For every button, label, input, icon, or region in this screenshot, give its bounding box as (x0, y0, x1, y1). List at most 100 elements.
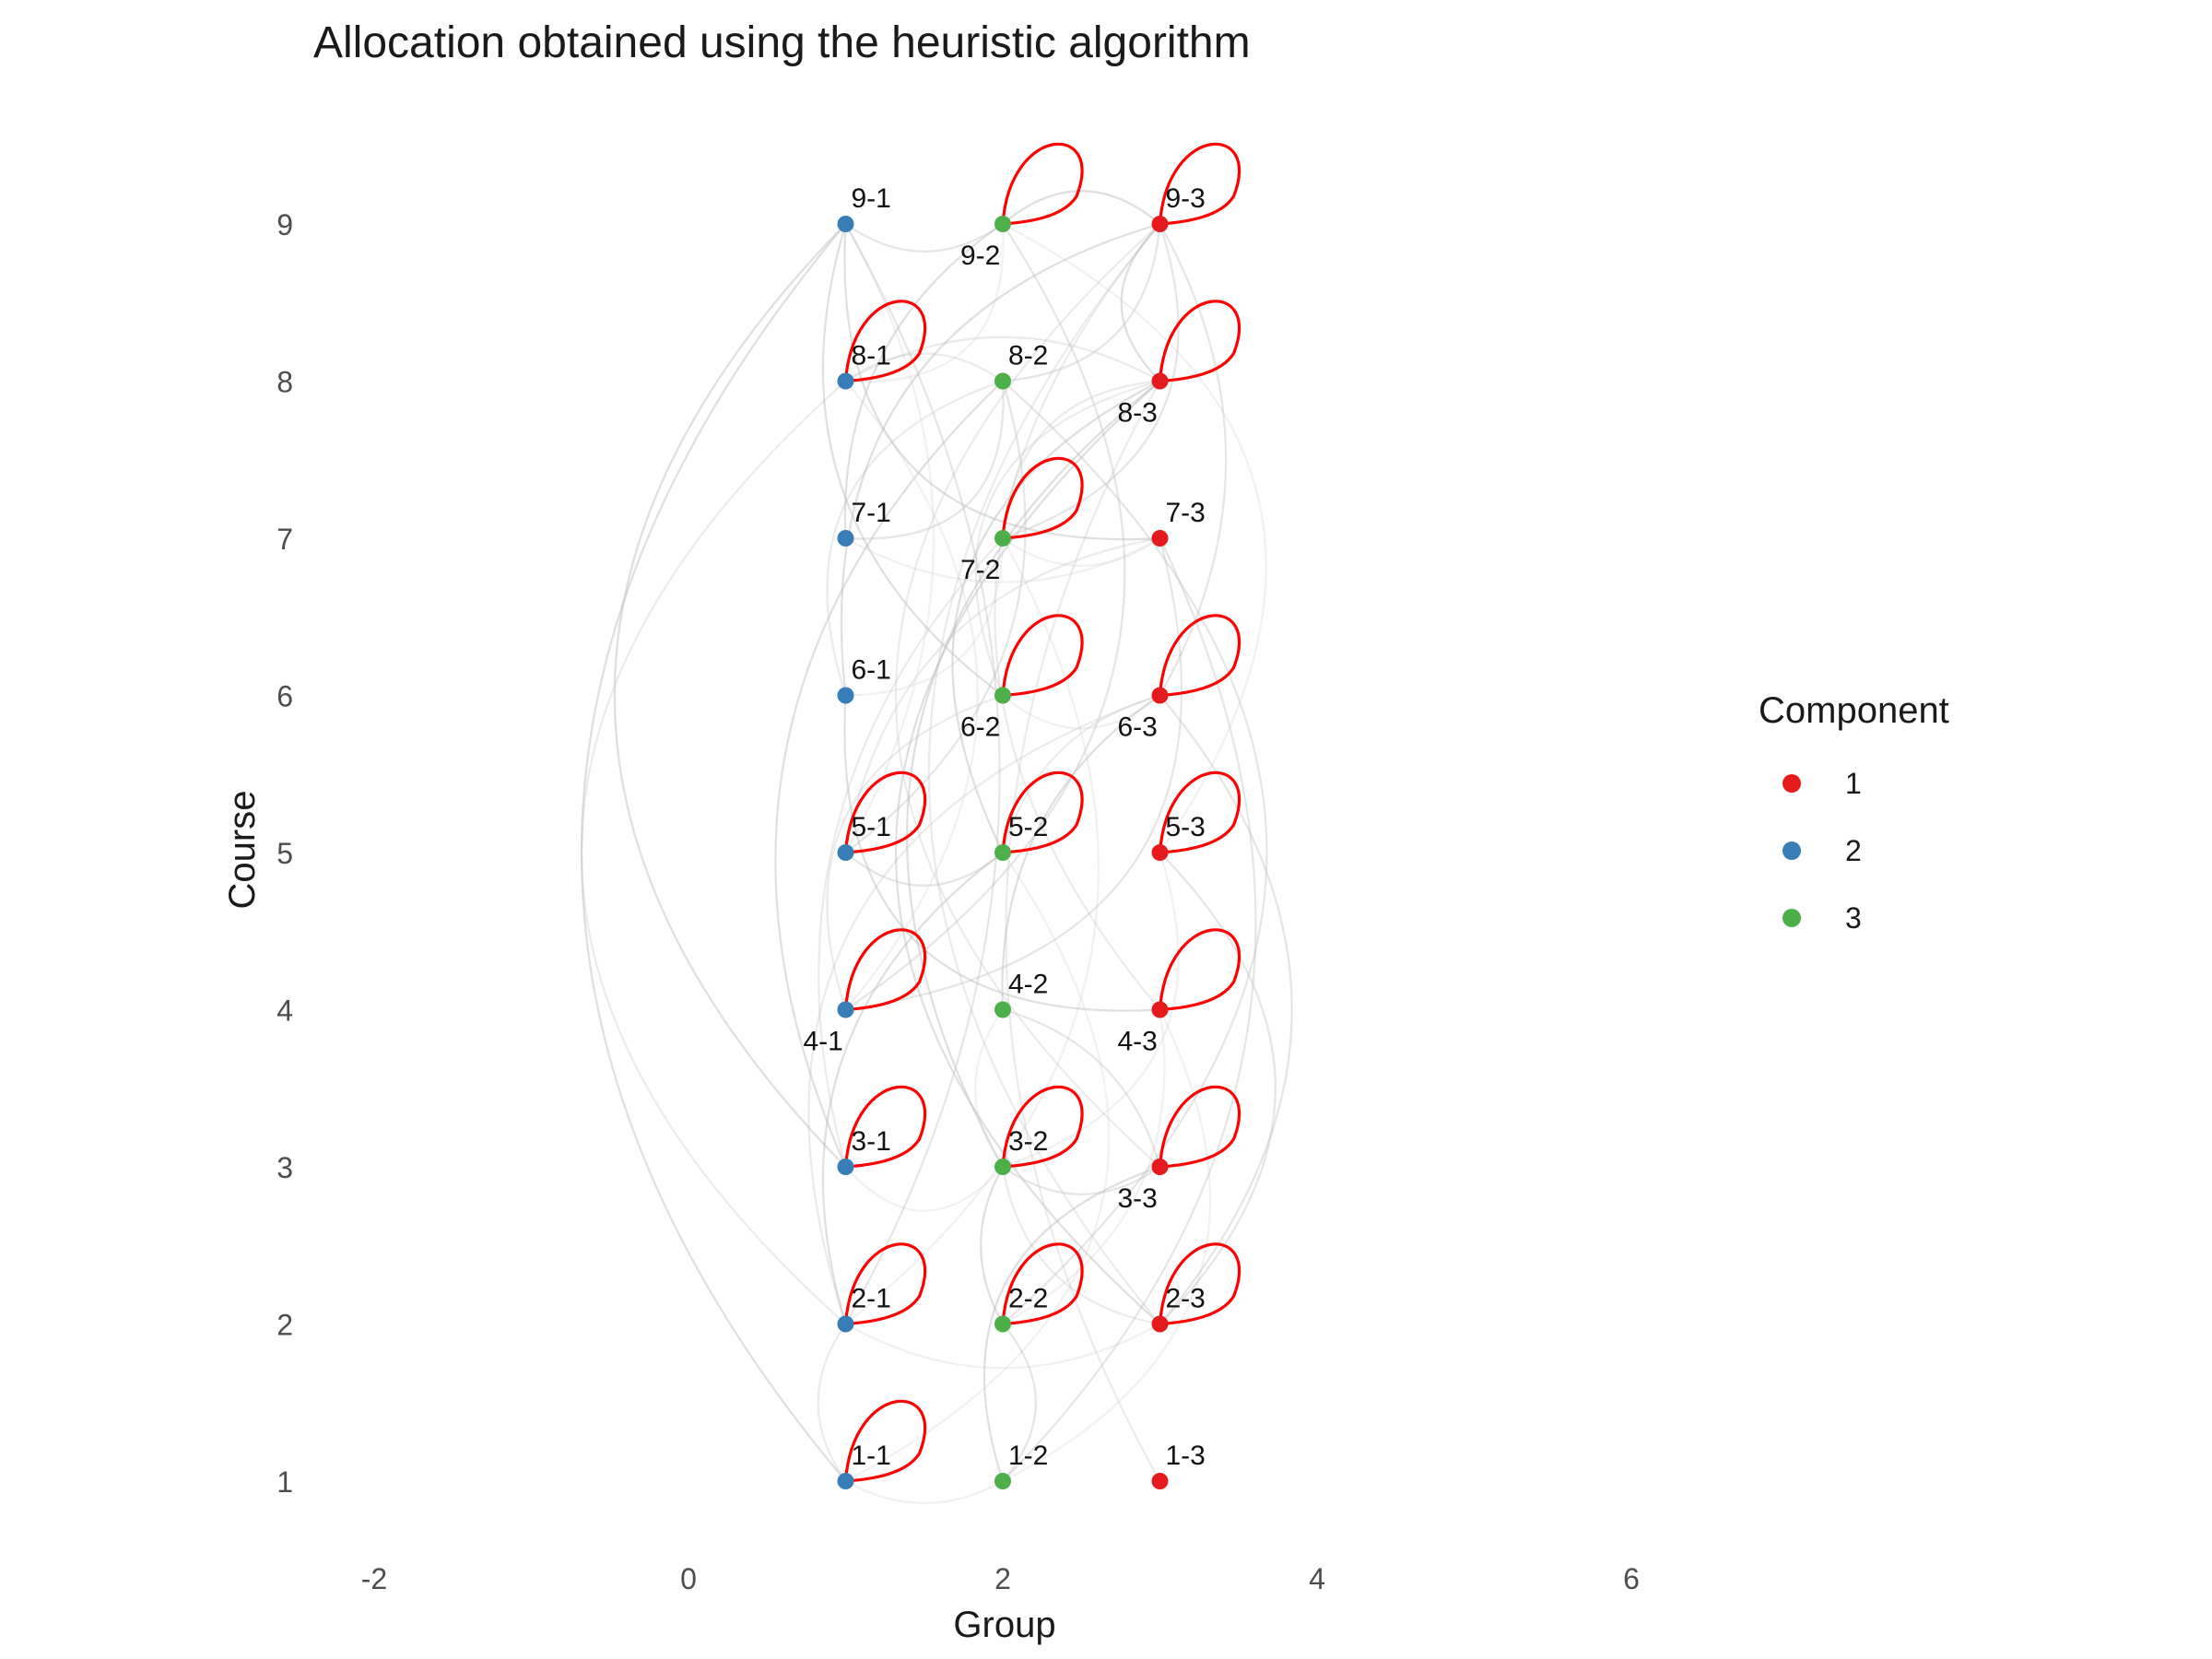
edge (974, 380, 1160, 696)
edge (845, 537, 1183, 1011)
self-loop (1158, 1242, 1241, 1326)
edge (1002, 1008, 1161, 1168)
x-tick-label: 4 (1309, 1562, 1325, 1595)
node-point (994, 687, 1011, 704)
self-loop (1158, 142, 1241, 226)
node-label: 1-1 (852, 1441, 891, 1471)
node-point (1151, 1473, 1169, 1489)
edge (844, 1166, 1004, 1212)
node-label: 3-1 (852, 1126, 891, 1157)
node-label: 6-1 (852, 655, 891, 686)
chart-title: Allocation obtained using the heuristic … (313, 18, 1251, 67)
y-tick-label: 1 (276, 1465, 293, 1499)
edge (1002, 537, 1161, 567)
node-point (994, 844, 1011, 861)
node-label: 2-3 (1166, 1284, 1206, 1314)
self-loop (1001, 142, 1084, 226)
edge (982, 1165, 1160, 1482)
node-point (837, 216, 854, 232)
edge (844, 1323, 1161, 1370)
y-axis-ticks: 1 2 3 4 5 6 7 8 9 (276, 208, 293, 1499)
edge (1002, 1166, 1161, 1195)
node-point (994, 1315, 1011, 1333)
edge (844, 352, 1004, 382)
edge (844, 1480, 1004, 1504)
edge (845, 381, 1005, 540)
y-axis-title: Course (222, 791, 263, 910)
edge (613, 223, 847, 1168)
node-point (1151, 844, 1169, 861)
node-point (994, 372, 1011, 390)
edge (1001, 1166, 1160, 1325)
edge (1005, 380, 1161, 1482)
self-loop (1001, 614, 1084, 698)
edge (1002, 223, 1161, 382)
node-label: 7-1 (852, 498, 891, 528)
node-label: 1-2 (1008, 1441, 1048, 1471)
self-loop (1158, 771, 1241, 854)
self-loops-layer (843, 142, 1241, 1483)
edge (817, 1323, 847, 1482)
node-point (1151, 1001, 1169, 1018)
x-axis-ticks: -2 0 2 4 6 (361, 1562, 1640, 1595)
edge (807, 694, 1160, 1324)
node-point (994, 530, 1011, 547)
legend-swatch (1783, 774, 1801, 793)
self-loop (1158, 1085, 1241, 1169)
nodes-layer (837, 216, 1169, 1489)
edges-layer (581, 190, 1293, 1504)
node-point (1151, 1159, 1169, 1175)
legend-swatch (1783, 909, 1801, 927)
node-label: 9-3 (1166, 183, 1206, 214)
node-label: 6-2 (960, 712, 1000, 743)
edge (821, 852, 1004, 1324)
legend: Component 1 2 3 (1759, 690, 1949, 935)
node-label: 4-1 (804, 1027, 843, 1057)
node-point (1151, 687, 1169, 704)
edge (844, 536, 1160, 853)
self-loop (843, 771, 927, 854)
self-loop (843, 1242, 927, 1326)
edge (906, 380, 1161, 1168)
edge (994, 223, 1161, 1011)
edge (845, 537, 1005, 697)
self-loop (843, 928, 927, 1012)
legend-label: 1 (1845, 767, 1862, 800)
y-tick-label: 4 (276, 994, 293, 1028)
edge (844, 852, 1004, 887)
edge (1002, 852, 1180, 1169)
y-tick-label: 9 (276, 208, 293, 241)
edge (1002, 1009, 1212, 1482)
node-point (1151, 1315, 1169, 1333)
legend-label: 3 (1845, 901, 1862, 935)
node-label: 4-3 (1118, 1027, 1158, 1057)
node-point (837, 530, 854, 547)
self-loop (1158, 928, 1241, 1012)
node-point (837, 687, 854, 704)
edge (1120, 223, 1161, 382)
node-point (837, 1315, 854, 1333)
node-point (994, 1473, 1011, 1489)
edge (1002, 223, 1267, 853)
edge (1002, 190, 1161, 225)
node-point (837, 1159, 854, 1175)
edge (826, 694, 1004, 1010)
edge (844, 537, 1100, 1325)
x-tick-label: 6 (1623, 1562, 1640, 1595)
node-point (1151, 530, 1169, 547)
edge (895, 223, 1161, 1168)
node-label: 8-1 (852, 341, 891, 371)
y-tick-label: 5 (276, 837, 293, 870)
self-loop (1001, 1085, 1084, 1169)
node-label: 8-3 (1118, 398, 1158, 429)
edge (843, 223, 1160, 541)
node-label: 7-3 (1166, 498, 1206, 528)
self-loop (1001, 771, 1084, 854)
edge (1002, 694, 1161, 730)
node-label: 1-3 (1166, 1441, 1206, 1471)
edge (818, 537, 1004, 1168)
node-label: 3-2 (1008, 1126, 1048, 1157)
edge (895, 380, 1161, 1325)
